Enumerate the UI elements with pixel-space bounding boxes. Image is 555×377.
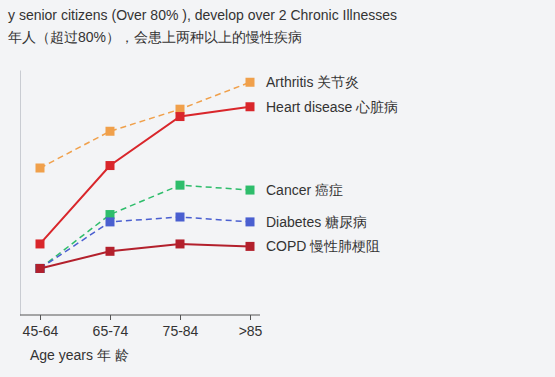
series-marker xyxy=(176,112,185,121)
series-line xyxy=(40,185,250,268)
x-tick-label: 45-64 xyxy=(23,323,59,339)
x-tick-mark xyxy=(180,315,181,320)
series-line xyxy=(40,244,250,269)
chart: y senior citizens (Over 80% ), develop o… xyxy=(0,0,555,377)
series-marker xyxy=(246,186,255,195)
series-label: COPD 慢性肺梗阻 xyxy=(266,238,380,254)
series-marker xyxy=(36,239,45,248)
subtitle: 年人（超过80%），会患上两种以上的慢性疾病 xyxy=(8,29,302,45)
y-axis-line xyxy=(20,71,21,316)
series-marker xyxy=(36,264,45,273)
x-tick: 65-74 xyxy=(93,315,129,339)
series-marker xyxy=(36,264,45,273)
x-tick-label: 65-74 xyxy=(93,323,129,339)
series-marker xyxy=(176,213,185,222)
x-tick-label: 75-84 xyxy=(163,323,199,339)
series-marker xyxy=(246,102,255,111)
series-marker xyxy=(106,247,115,256)
series-marker xyxy=(246,217,255,226)
series-marker xyxy=(36,264,45,273)
series-marker xyxy=(106,127,115,136)
series-marker xyxy=(176,181,185,190)
series-line xyxy=(40,82,250,168)
x-axis: 45-64 65-74 75-84 >85 xyxy=(20,315,263,339)
series-marker xyxy=(176,239,185,248)
series-marker xyxy=(246,242,255,251)
series-marker xyxy=(36,164,45,173)
series-line xyxy=(40,217,250,268)
x-tick: 45-64 xyxy=(23,315,59,339)
series-label: Cancer 癌症 xyxy=(266,182,343,198)
series-marker xyxy=(246,78,255,87)
plot-area xyxy=(36,78,255,273)
series-labels: Arthritis 关节炎 Heart disease 心脏病 Cancer 癌症 D… xyxy=(266,74,398,254)
x-axis-line xyxy=(20,315,260,316)
series-label: Diabetes 糖尿病 xyxy=(266,214,367,230)
x-tick: 75-84 xyxy=(163,315,199,339)
series-line xyxy=(40,107,250,244)
title: y senior citizens (Over 80% ), develop o… xyxy=(8,7,397,23)
series-label: Heart disease 心脏病 xyxy=(266,99,398,115)
x-tick-mark xyxy=(250,315,251,320)
x-tick-mark xyxy=(110,315,111,320)
x-tick-label: >85 xyxy=(239,323,263,339)
x-tick: >85 xyxy=(239,315,263,339)
series-marker xyxy=(106,217,115,226)
series-marker xyxy=(106,161,115,170)
y-axis xyxy=(20,71,21,316)
x-tick-mark xyxy=(40,315,41,320)
series-label: Arthritis 关节炎 xyxy=(266,74,359,90)
x-axis-title: Age years 年 龄 xyxy=(30,347,129,363)
